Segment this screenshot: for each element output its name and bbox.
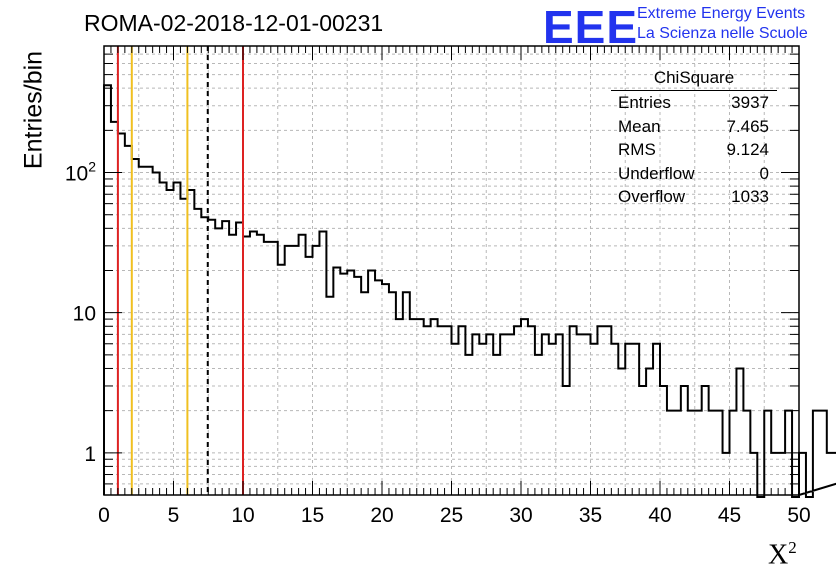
x-tick-label: 40 xyxy=(648,504,671,527)
x-tick-label: 25 xyxy=(440,504,463,527)
x-tick-label: 15 xyxy=(301,504,324,527)
stats-box: ChiSquare Entries 3937 Mean 7.465 RMS 9.124… xyxy=(611,68,777,209)
chart-title: ROMA-02-2018-12-01-00231 xyxy=(84,10,384,36)
x-tick-label: 0 xyxy=(98,504,110,527)
y-tick-label: 102 xyxy=(65,159,96,186)
x-tick-label: 5 xyxy=(168,504,180,527)
y-axis-label: Entries/bin xyxy=(19,50,48,170)
eee-logo: EEE xyxy=(543,1,639,53)
stats-row-overflow: Overflow 1033 xyxy=(618,187,769,206)
logo-subtitle-1: Extreme Energy Events xyxy=(637,5,806,22)
stats-row-rms: RMS 9.124 xyxy=(618,140,769,159)
y-tick-label: 1 xyxy=(84,443,96,466)
x-tick-label: 10 xyxy=(231,504,254,527)
logo-subtitle-2: La Scienza nelle Scuole xyxy=(637,25,808,42)
stats-row-entries: Entries 3937 xyxy=(618,93,769,112)
stats-row-mean: Mean 7.465 xyxy=(618,116,769,136)
x-tick-label: 50 xyxy=(787,504,810,527)
x-tick-label: 20 xyxy=(370,504,393,527)
y-tick-label: 10 xyxy=(73,303,96,326)
x-tick-label: 45 xyxy=(718,504,741,527)
stats-title: ChiSquare xyxy=(611,68,777,91)
stats-row-underflow: Underflow 0 xyxy=(618,163,769,183)
x-tick-label: 35 xyxy=(579,504,602,527)
x-tick-label: 30 xyxy=(509,504,532,527)
x-axis-label: X2 xyxy=(768,538,797,571)
